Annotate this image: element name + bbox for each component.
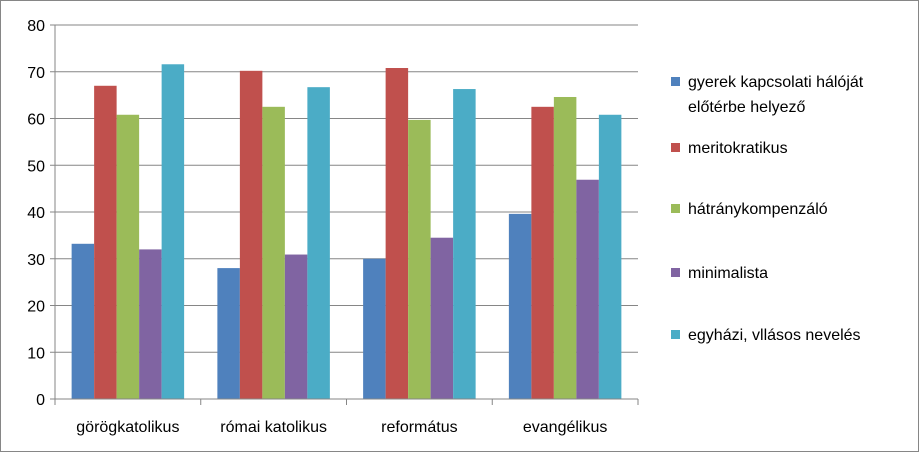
legend-swatch-1 — [671, 77, 680, 86]
y-tick-label: 70 — [27, 65, 45, 82]
bars — [71, 64, 622, 400]
bar-3-2 — [262, 106, 285, 399]
legend: gyerek kapcsolati hálóját előtérbe helyez… — [671, 74, 864, 344]
legend-swatch-5 — [671, 330, 680, 339]
legend-label-4: minimalista — [688, 265, 768, 282]
legend-label-line: egyházi, vllásos nevelés — [688, 327, 861, 344]
x-tick-label: református — [381, 419, 457, 436]
bar-2-1 — [94, 85, 117, 400]
bar-1-1 — [71, 243, 95, 399]
y-tick-label: 30 — [27, 252, 45, 269]
legend-label-line: minimalista — [688, 265, 768, 282]
bar-5-4 — [598, 114, 622, 399]
legend-label-line: hátránykompenzáló — [688, 201, 828, 218]
bar-5-1 — [161, 64, 185, 399]
y-tick-label: 60 — [27, 112, 45, 129]
legend-swatch-3 — [671, 204, 680, 213]
y-tick-label: 40 — [27, 205, 45, 222]
bar-5-2 — [307, 87, 330, 400]
bar-2-2 — [239, 70, 263, 399]
bar-1-4 — [508, 213, 532, 399]
bar-4-2 — [284, 254, 308, 399]
x-tick-label: görögkatolikus — [76, 419, 179, 436]
bar-2-3 — [385, 68, 409, 399]
x-tick-label: evangélikus — [523, 419, 608, 436]
x-tick-label: római katolikus — [220, 419, 327, 436]
legend-swatch-4 — [671, 268, 680, 277]
y-tick-label: 10 — [27, 345, 45, 362]
y-tick-label: 50 — [27, 158, 45, 175]
legend-label-2: meritokratikus — [688, 140, 788, 157]
bar-4-1 — [139, 249, 162, 399]
bar-3-3 — [408, 119, 431, 399]
legend-label-line: gyerek kapcsolati hálóját — [688, 74, 864, 91]
bar-3-4 — [553, 96, 577, 400]
bar-1-2 — [217, 268, 240, 399]
legend-swatch-2 — [671, 143, 680, 152]
legend-label-line: előtérbe helyező — [688, 99, 806, 116]
bar-1-3 — [363, 258, 386, 399]
axes: 0 10 20 30 40 50 60 70 80 görögkatolikus római kat… — [27, 18, 639, 436]
legend-label-5: egyházi, vllásos nevelés — [688, 327, 861, 344]
legend-label-line: meritokratikus — [688, 140, 788, 157]
y-tick-label: 80 — [27, 18, 45, 35]
y-tick-label: 20 — [27, 299, 45, 316]
bar-5-3 — [453, 89, 476, 400]
bar-4-4 — [576, 179, 599, 399]
legend-label-1: gyerek kapcsolati hálóját előtérbe helyez… — [688, 74, 864, 116]
bar-4-3 — [430, 237, 454, 399]
bar-2-4 — [531, 106, 554, 399]
legend-label-3: hátránykompenzáló — [688, 201, 828, 218]
bar-3-1 — [116, 114, 140, 399]
y-tick-label: 0 — [36, 392, 45, 409]
